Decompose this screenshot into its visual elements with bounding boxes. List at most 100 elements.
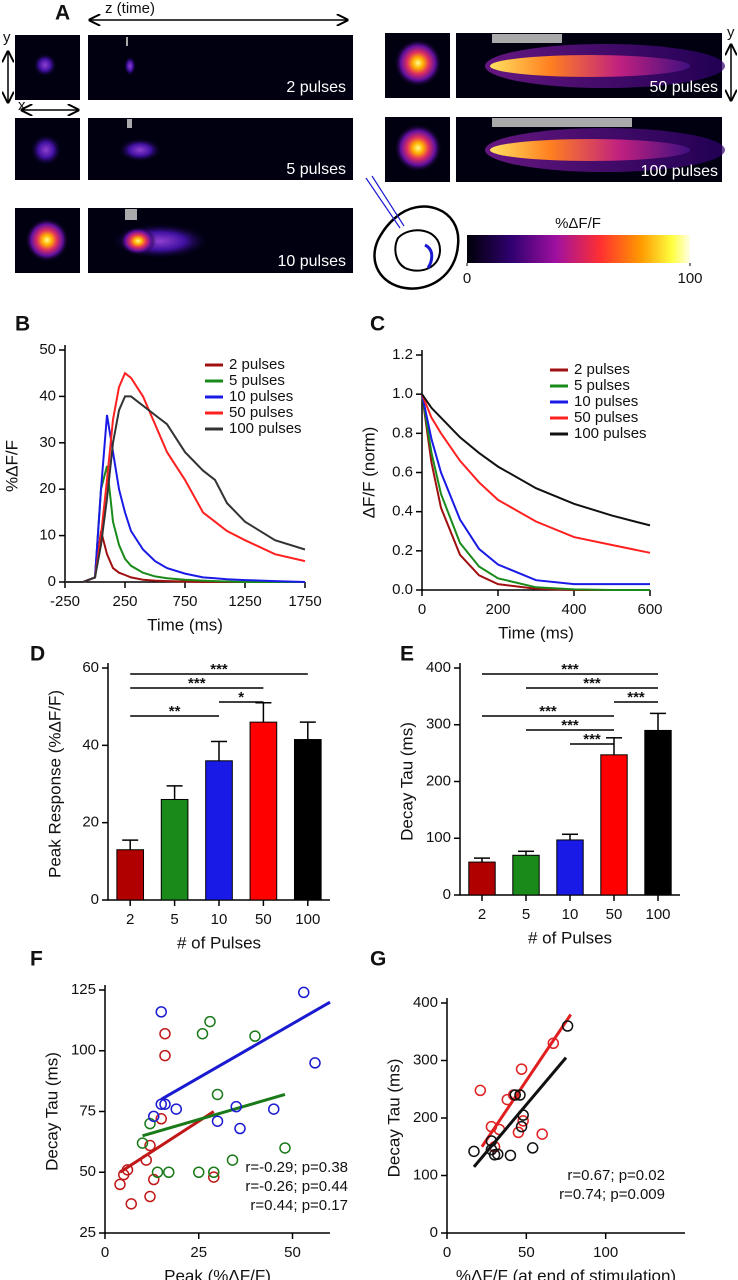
- bar: [160, 798, 189, 901]
- significance-label: ***: [561, 717, 579, 734]
- point: [474, 1084, 487, 1097]
- y-tick-label: 0: [443, 886, 451, 903]
- brain-sketch: [365, 175, 460, 290]
- point: [136, 1137, 149, 1149]
- point: [144, 1139, 156, 1152]
- point: [514, 1089, 526, 1101]
- series-line: [421, 393, 650, 586]
- point: [159, 1027, 171, 1040]
- point: [234, 1122, 246, 1135]
- x-axis-label: # of Pulses: [177, 933, 261, 952]
- y-tick-label: 1.2: [392, 346, 413, 363]
- y-tick-label: 400: [413, 994, 438, 1011]
- significance-label: **: [169, 703, 181, 720]
- x-tick-label: 750: [172, 593, 197, 610]
- significance-label: ***: [627, 689, 645, 706]
- x-tick-label: 250: [112, 593, 137, 610]
- bar: [205, 760, 233, 901]
- point: [515, 1063, 528, 1075]
- fit-line: [142, 1093, 286, 1138]
- y-tick-label: 125: [71, 981, 96, 998]
- y-tick-label: 0.6: [392, 463, 413, 480]
- y-axis-label: Decay Tau (ms): [42, 1052, 61, 1171]
- x-tick-label: 0: [101, 1244, 109, 1261]
- y-label: y: [3, 29, 11, 46]
- series-line: [421, 393, 651, 527]
- x-tick-label: 2: [478, 906, 486, 923]
- legend-label: 2 pulses: [574, 361, 630, 378]
- image-label: 10 pulses: [278, 253, 347, 270]
- panel-label: D: [30, 643, 45, 666]
- point: [196, 1027, 209, 1040]
- y-axis-label: %ΔF/F: [2, 440, 21, 492]
- image-label: 2 pulses: [286, 79, 346, 96]
- point: [526, 1142, 539, 1154]
- panel-label: B: [15, 313, 30, 336]
- legend-label: 100 pulses: [574, 425, 647, 442]
- legend-label: 100 pulses: [229, 420, 302, 437]
- legend-label: 10 pulses: [229, 388, 293, 405]
- annotation: r=-0.29; p=0.38: [245, 1159, 348, 1176]
- y-tick-label: 60: [82, 659, 99, 676]
- significance-label: ***: [188, 675, 206, 692]
- bar: [293, 739, 322, 901]
- y-axis-label: Decay Tau (ms): [384, 1059, 403, 1178]
- legend-label: 5 pulses: [574, 377, 630, 394]
- y-tick-label: 0: [430, 1224, 438, 1241]
- x-tick-label: 0: [418, 601, 426, 618]
- series-line: [65, 395, 306, 583]
- point: [159, 1049, 171, 1062]
- x-tick-label: 25: [190, 1244, 207, 1261]
- series-line: [421, 393, 651, 554]
- point: [536, 1128, 548, 1140]
- x-tick-label: 1750: [288, 593, 321, 610]
- point: [230, 1100, 242, 1113]
- y-tick-label: 20: [82, 814, 99, 831]
- point: [114, 1178, 126, 1191]
- x-tick-label: 50: [255, 911, 272, 928]
- fit-line: [160, 1000, 331, 1101]
- x-tick-label: 100: [295, 911, 320, 928]
- point: [512, 1126, 525, 1139]
- legend-label: 50 pulses: [229, 404, 293, 421]
- panel-label: A: [55, 2, 70, 25]
- point: [249, 1030, 261, 1042]
- point: [155, 1113, 167, 1125]
- point: [163, 1166, 175, 1178]
- significance-label: ***: [539, 703, 557, 720]
- bar: [644, 729, 672, 896]
- significance-label: *: [238, 689, 244, 706]
- y-tick-label: 200: [426, 772, 451, 789]
- point: [204, 1015, 216, 1028]
- y-tick-label: 0.4: [392, 503, 413, 520]
- image-label: 5 pulses: [286, 161, 346, 178]
- y-tick-label: 0: [91, 891, 99, 908]
- y-tick-label: 50: [79, 1163, 96, 1180]
- colorbar-tick-label: 0: [463, 270, 471, 287]
- y-axis-label: Peak Response (%ΔF/F): [45, 690, 64, 878]
- point: [515, 1120, 528, 1133]
- y-tick-label: 0.0: [392, 581, 413, 598]
- point: [193, 1166, 205, 1178]
- panel-a: A z (time) y x y 2 pulses 5 pulses 10 pu…: [3, 0, 735, 290]
- legend-label: 5 pulses: [229, 372, 285, 389]
- y-tick-label: 400: [426, 659, 451, 676]
- panel-label: C: [370, 313, 385, 336]
- y-tick-label: 100: [426, 829, 451, 846]
- x-tick-label: 200: [485, 601, 510, 618]
- annotation: r=-0.26; p=0.44: [245, 1178, 348, 1195]
- y-tick-label: 300: [413, 1051, 438, 1068]
- point: [159, 1098, 171, 1110]
- x-axis-label: Time (ms): [498, 623, 574, 642]
- y-tick-label: 20: [39, 480, 56, 497]
- x-tick-label: 2: [126, 911, 134, 928]
- fit-line: [119, 1110, 215, 1174]
- point: [561, 1020, 574, 1032]
- legend-label: 50 pulses: [574, 409, 638, 426]
- x-tick-label: 1250: [228, 593, 261, 610]
- series-line: [65, 414, 306, 583]
- y-tick-label: 0.2: [392, 542, 413, 559]
- annotation: r=0.74; p=0.009: [559, 1186, 665, 1203]
- x-axis-label: %ΔF/F (at end of stimulation): [456, 1266, 676, 1280]
